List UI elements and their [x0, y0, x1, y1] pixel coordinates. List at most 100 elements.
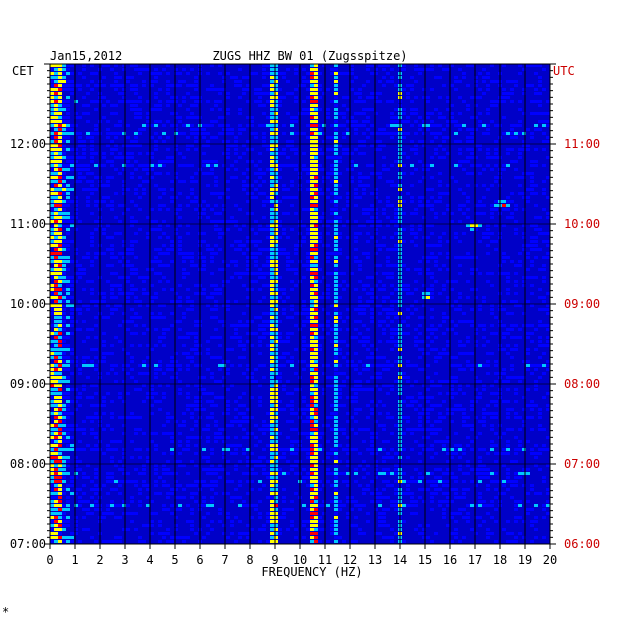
- spectrogram-cell: [334, 140, 338, 143]
- spectrogram-cell: [486, 360, 490, 363]
- spectrogram-cell: [274, 440, 278, 443]
- spectrogram-cell: [194, 200, 198, 203]
- spectrogram-cell: [518, 156, 522, 159]
- spectrogram-cell: [466, 108, 470, 111]
- spectrogram-cell: [402, 212, 406, 215]
- spectrogram-cell: [310, 348, 314, 351]
- spectrogram-cell: [274, 268, 278, 271]
- spectrogram-cell: [134, 324, 138, 327]
- spectrogram-cell: [334, 88, 338, 91]
- spectrogram-cell: [278, 200, 282, 203]
- spectrogram-cell: [482, 80, 486, 83]
- spectrogram-cell: [310, 356, 314, 359]
- spectrogram-cell: [314, 324, 318, 327]
- spectrogram-cell: [246, 364, 250, 367]
- spectrogram-cell: [110, 308, 114, 311]
- spectrogram-cell: [226, 152, 230, 155]
- spectrogram-cell: [58, 452, 62, 455]
- spectrogram-cell: [494, 316, 498, 319]
- spectrogram-cell: [110, 412, 114, 415]
- spectrogram-cell: [334, 444, 338, 447]
- spectrogram-cell: [334, 100, 338, 103]
- spectrogram-cell: [58, 316, 62, 319]
- spectrogram-cell: [122, 68, 126, 71]
- spectrogram-cell: [126, 252, 130, 255]
- spectrogram-cell: [518, 108, 522, 111]
- spectrogram-cell: [54, 112, 58, 115]
- spectrogram-cell: [278, 176, 282, 179]
- spectrogram-cell: [50, 256, 54, 259]
- spectrogram-cell: [438, 76, 442, 79]
- spectrogram-cell: [478, 476, 482, 479]
- spectrogram-cell: [318, 268, 322, 271]
- spectrogram-cell: [462, 192, 466, 195]
- spectrogram-cell: [538, 104, 542, 107]
- spectrogram-cell: [142, 332, 146, 335]
- spectrogram-cell: [546, 256, 550, 259]
- spectrogram-cell: [118, 172, 122, 175]
- spectrogram-cell: [166, 384, 170, 387]
- spectrogram-cell: [210, 172, 214, 175]
- spectrogram-cell: [94, 204, 98, 207]
- spectrogram-cell: [62, 68, 66, 71]
- spectrogram-cell: [186, 436, 190, 439]
- spectrogram-cell: [90, 360, 94, 363]
- spectrogram-cell: [358, 408, 362, 411]
- spectrogram-cell: [194, 444, 198, 447]
- spectrogram-cell: [334, 156, 338, 159]
- spectrogram-cell: [526, 364, 530, 367]
- spectrogram-cell: [330, 376, 334, 379]
- spectrogram-cell: [402, 472, 406, 475]
- spectrogram-cell: [274, 352, 278, 355]
- spectrogram-cell: [86, 256, 90, 259]
- spectrogram-cell: [266, 264, 270, 267]
- spectrogram-cell: [286, 112, 290, 115]
- spectrogram-cell: [538, 128, 542, 131]
- spectrogram-cell: [86, 396, 90, 399]
- spectrogram-cell: [270, 104, 274, 107]
- spectrogram-cell: [62, 340, 66, 343]
- spectrogram-cell: [470, 220, 474, 223]
- spectrogram-cell: [354, 380, 358, 383]
- spectrogram-cell: [50, 464, 54, 467]
- spectrogram-cell: [334, 224, 338, 227]
- spectrogram-cell: [154, 220, 158, 223]
- spectrogram-cell: [78, 172, 82, 175]
- spectrogram-cell: [418, 116, 422, 119]
- spectrogram-cell: [382, 364, 386, 367]
- spectrogram-cell: [334, 312, 338, 315]
- spectrogram-cell: [502, 368, 506, 371]
- spectrogram-cell: [258, 92, 262, 95]
- spectrogram-cell: [538, 424, 542, 427]
- spectrogram-cell: [90, 152, 94, 155]
- spectrogram-cell: [210, 108, 214, 111]
- spectrogram-cell: [278, 224, 282, 227]
- spectrogram-cell: [334, 392, 338, 395]
- spectrogram-cell: [70, 84, 74, 87]
- spectrogram-cell: [282, 148, 286, 151]
- spectrogram-cell: [86, 376, 90, 379]
- spectrogram-cell: [334, 424, 338, 427]
- spectrogram-cell: [322, 92, 326, 95]
- spectrogram-cell: [446, 204, 450, 207]
- spectrogram-cell: [258, 228, 262, 231]
- spectrogram-cell: [210, 64, 214, 67]
- spectrogram-cell: [450, 396, 454, 399]
- spectrogram-cell: [430, 140, 434, 143]
- spectrogram-cell: [210, 136, 214, 139]
- spectrogram-cell: [538, 448, 542, 451]
- spectrogram-cell: [122, 156, 126, 159]
- spectrogram-cell: [194, 148, 198, 151]
- spectrogram-cell: [126, 136, 130, 139]
- spectrogram-cell: [334, 136, 338, 139]
- spectrogram-cell: [334, 396, 338, 399]
- spectrogram-cell: [270, 168, 274, 171]
- spectrogram-cell: [306, 72, 310, 75]
- spectrogram-cell: [258, 340, 262, 343]
- spectrogram-cell: [382, 156, 386, 159]
- spectrogram-cell: [274, 460, 278, 463]
- spectrogram-cell: [274, 372, 278, 375]
- spectrogram-cell: [50, 340, 54, 343]
- spectrogram-cell: [126, 124, 130, 127]
- spectrogram-cell: [454, 236, 458, 239]
